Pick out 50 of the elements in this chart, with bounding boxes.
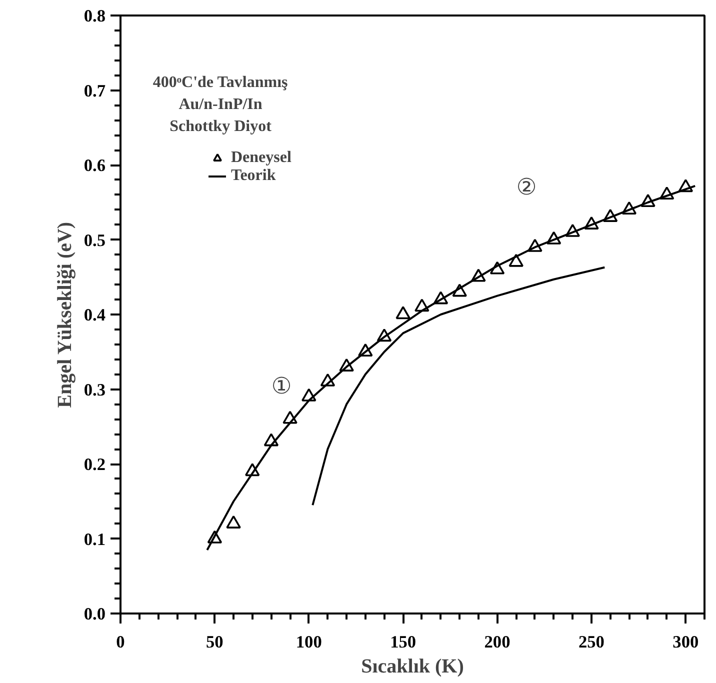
x-tick-label: 250 — [578, 632, 604, 652]
y-tick-label: 0.3 — [84, 380, 106, 400]
annotation: ① — [271, 374, 292, 400]
x-tick-label: 50 — [206, 632, 224, 652]
x-tick-label: 100 — [296, 632, 322, 652]
point — [320, 373, 336, 386]
point — [226, 515, 241, 528]
point — [264, 433, 279, 446]
y-tick-label: 0.2 — [84, 455, 106, 474]
point — [584, 216, 599, 230]
point — [376, 328, 392, 342]
point — [508, 254, 524, 267]
point — [622, 201, 637, 215]
point — [490, 261, 505, 274]
legend-title: 400ᵒC'de Tavlanmış Au/n-InP/In Schottky Diyot — [152, 74, 288, 135]
point — [282, 410, 298, 424]
legend-label: Teorik — [231, 167, 276, 185]
line-series — [312, 266, 606, 506]
x-tick-label: 200 — [484, 632, 510, 652]
point — [678, 179, 694, 192]
point — [546, 231, 562, 244]
x-tick-label: 150 — [390, 632, 416, 652]
x-axis-title: Sıcaklık (K) — [361, 656, 464, 678]
y-tick-label: 0.5 — [84, 230, 106, 250]
point — [602, 208, 618, 222]
point — [301, 388, 316, 402]
point — [452, 284, 467, 297]
y-tick-label: 0.7 — [84, 81, 106, 100]
y-tick-label: 0.0 — [84, 604, 106, 624]
point — [244, 463, 260, 476]
x-tick-label: 300 — [672, 632, 699, 652]
point — [528, 238, 542, 252]
x-tick-label: 0 — [116, 632, 125, 652]
point — [433, 291, 448, 304]
point — [339, 358, 354, 372]
y-tick-label: 0.4 — [84, 306, 106, 324]
point — [414, 298, 430, 312]
point — [640, 194, 656, 208]
point — [565, 224, 580, 237]
point — [396, 306, 410, 320]
y-tick-label: 0.1 — [84, 530, 106, 549]
y-axis-title: Engel Yüksekliği (eV) — [54, 222, 76, 408]
annotation: ② — [516, 174, 537, 200]
point — [207, 530, 222, 544]
point — [471, 268, 486, 282]
y-tick-label: 0.8 — [84, 6, 106, 26]
legend-label: Deneysel — [231, 149, 292, 167]
y-tick-label: 0.6 — [84, 156, 106, 175]
point — [659, 186, 674, 200]
point — [358, 343, 373, 357]
